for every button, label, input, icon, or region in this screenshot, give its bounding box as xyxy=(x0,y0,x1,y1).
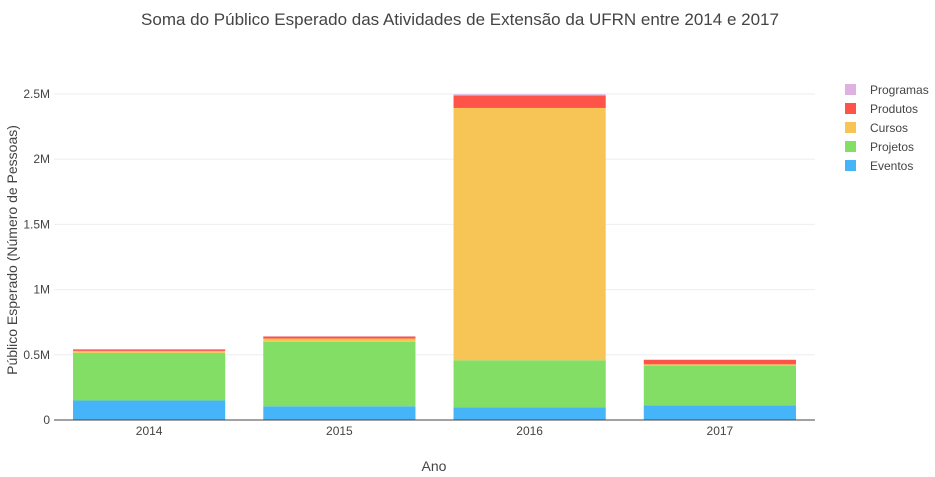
bar-segment-projetos-2015 xyxy=(263,341,416,407)
legend-label: Produtos xyxy=(870,102,918,116)
y-tick-labels: 0 0.5M 1M 1.5M 2M 2.5M xyxy=(23,87,50,427)
bar-segment-cursos-2015 xyxy=(263,338,416,342)
y-tick-label: 1M xyxy=(33,283,50,297)
bar-segment-programas-2014 xyxy=(73,348,226,350)
y-tick-label: 1.5M xyxy=(23,217,50,231)
y-tick-label: 0.5M xyxy=(23,348,50,362)
bar-segment-produtos-2014 xyxy=(73,349,226,351)
x-tick-label: 2015 xyxy=(326,424,353,438)
bar-segment-programas-2016 xyxy=(453,94,606,96)
x-tick-label: 2017 xyxy=(707,424,734,438)
bar-segment-produtos-2016 xyxy=(453,95,606,108)
bar-segment-eventos-2017 xyxy=(643,405,796,420)
bar-segment-cursos-2016 xyxy=(453,107,606,361)
bar-segment-projetos-2016 xyxy=(453,360,606,408)
y-tick-label: 0 xyxy=(43,413,50,427)
bar-segment-projetos-2014 xyxy=(73,352,226,401)
bar-segment-produtos-2017 xyxy=(643,359,796,365)
bars xyxy=(73,94,796,420)
x-axis-title: Ano xyxy=(422,458,447,474)
x-tick-labels: 2014 2015 2016 2017 xyxy=(136,424,734,438)
x-tick-label: 2016 xyxy=(516,424,543,438)
legend-swatch xyxy=(845,122,856,133)
legend-swatch xyxy=(845,103,856,114)
bar-segment-eventos-2014 xyxy=(73,400,226,420)
grid-lines xyxy=(54,93,815,356)
y-tick-label: 2.5M xyxy=(23,87,50,101)
legend-label: Projetos xyxy=(870,140,914,154)
bar-segment-cursos-2014 xyxy=(73,350,226,353)
bar-segment-eventos-2015 xyxy=(263,406,416,420)
bar-segment-eventos-2016 xyxy=(453,407,606,420)
legend-label: Eventos xyxy=(870,159,913,173)
y-axis-title: Público Esperado (Número de Pessoas) xyxy=(4,125,20,375)
legend-swatch xyxy=(845,84,856,95)
legend: Programas Produtos Cursos Projetos Eventos xyxy=(845,83,929,173)
x-tick-label: 2014 xyxy=(136,424,163,438)
legend-label: Cursos xyxy=(870,121,908,135)
legend-label: Programas xyxy=(870,83,929,97)
y-tick-label: 2M xyxy=(33,152,50,166)
bar-segment-projetos-2017 xyxy=(643,365,796,406)
bar-segment-cursos-2017 xyxy=(643,364,796,366)
chart-title: Soma do Público Esperado das Atividades … xyxy=(141,10,779,29)
legend-swatch xyxy=(845,141,856,152)
legend-swatch xyxy=(845,160,856,171)
bar-segment-produtos-2015 xyxy=(263,336,416,339)
